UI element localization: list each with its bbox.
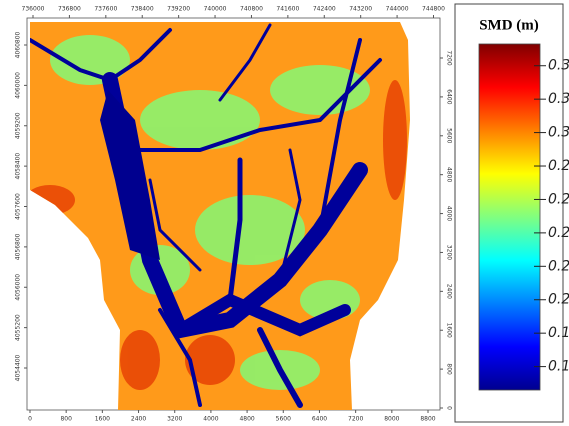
colorbar-tick-label: 0.32 xyxy=(548,91,569,107)
right-tick-label: 1600 xyxy=(446,323,453,338)
left-tick-label: 4060800 xyxy=(15,31,22,58)
left-tick-label: 4056000 xyxy=(15,274,22,301)
bottom-tick-label: 8800 xyxy=(420,416,435,423)
colorbar-tick-label: 0.24 xyxy=(548,225,569,241)
right-tick-label: 5600 xyxy=(446,128,453,143)
right-tick-label: 7200 xyxy=(446,50,453,65)
right-tick-label: 4800 xyxy=(446,167,453,182)
top-tick-label: 738400 xyxy=(131,6,154,13)
top-tick-label: 736800 xyxy=(58,6,81,13)
colorbar-tick-label: 0.28 xyxy=(548,158,569,174)
bottom-tick-label: 2400 xyxy=(131,416,146,423)
top-tick-label: 739200 xyxy=(167,6,190,13)
top-tick-label: 744000 xyxy=(386,6,409,13)
top-tick-label: 740000 xyxy=(204,6,227,13)
colorbar-tick-label: 0.34 xyxy=(548,58,569,74)
right-tick-label: 2400 xyxy=(446,284,453,299)
top-tick-label: 740800 xyxy=(240,6,263,13)
bottom-tick-label: 800 xyxy=(60,416,72,423)
left-tick-label: 4059200 xyxy=(15,112,22,139)
left-tick-label: 4058400 xyxy=(15,153,22,180)
bottom-tick-label: 7200 xyxy=(348,416,363,423)
bottom-tick-label: 4000 xyxy=(203,416,218,423)
right-tick-label: 800 xyxy=(446,363,453,375)
right-tick-label: 4000 xyxy=(446,206,453,221)
colorbar-tick-label: 0.22 xyxy=(548,258,569,274)
colorbar-tick-label: 0.30 xyxy=(548,125,569,141)
bottom-tick-label: 4800 xyxy=(239,416,254,423)
left-tick-label: 4060000 xyxy=(15,72,22,99)
colorbar-tick-label: 0.26 xyxy=(548,191,569,207)
left-tick-label: 4056800 xyxy=(15,233,22,260)
top-tick-label: 741600 xyxy=(276,6,299,13)
colorbar-tick-label: 0.16 xyxy=(548,359,569,375)
colorbar-title: SMD (m) xyxy=(479,17,539,33)
right-tick-label: 0 xyxy=(446,406,453,410)
left-tick-label: 4055200 xyxy=(15,314,22,341)
left-tick-label: 4054400 xyxy=(15,354,22,381)
colorbar-tick-label: 0.20 xyxy=(548,292,569,308)
top-tick-label: 736000 xyxy=(22,6,45,13)
top-tick-label: 742400 xyxy=(313,6,336,13)
bottom-tick-label: 0 xyxy=(28,416,32,423)
top-tick-label: 744800 xyxy=(422,6,445,13)
bottom-tick-label: 5600 xyxy=(276,416,291,423)
bottom-tick-label: 8000 xyxy=(384,416,399,423)
top-tick-label: 737600 xyxy=(94,6,117,13)
top-tick-label: 743200 xyxy=(349,6,372,13)
colorbar xyxy=(478,43,541,391)
bottom-tick-label: 1600 xyxy=(95,416,110,423)
right-tick-label: 3200 xyxy=(446,245,453,260)
right-tick-label: 6400 xyxy=(446,89,453,104)
colorbar-tick-label: 0.18 xyxy=(548,325,569,341)
bottom-tick-label: 6400 xyxy=(312,416,327,423)
axis-ticks: 736000 736800 737600 738400 739200 740000 7408… xyxy=(15,6,453,423)
left-tick-label: 4057600 xyxy=(15,193,22,220)
bottom-tick-label: 3200 xyxy=(167,416,182,423)
